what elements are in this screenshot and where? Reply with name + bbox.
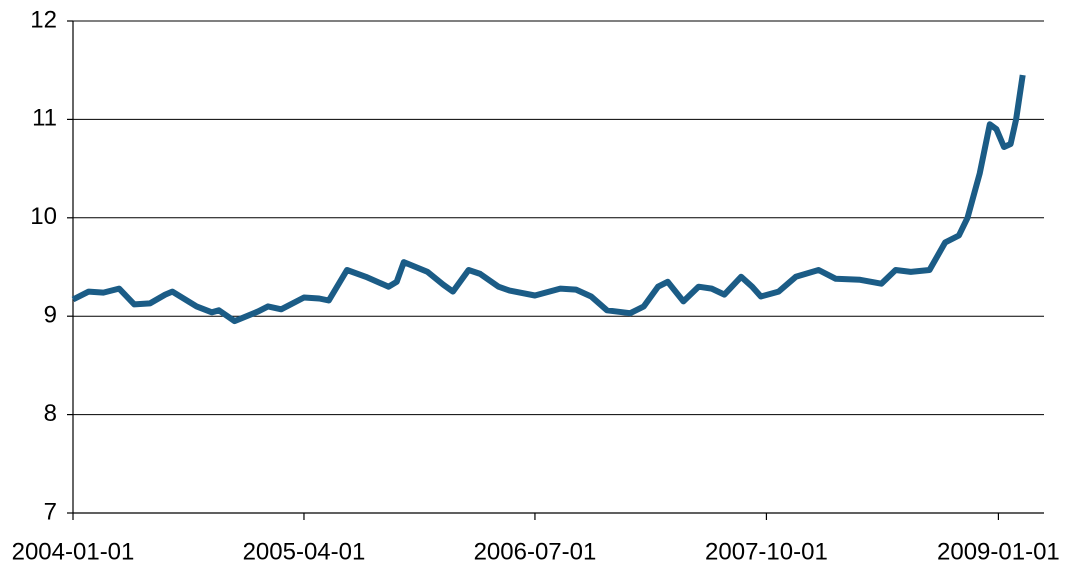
x-tick-label: 2007-10-01 bbox=[705, 538, 828, 565]
y-tick-label: 11 bbox=[32, 105, 57, 132]
y-tick-label: 7 bbox=[44, 498, 57, 525]
y-tick-label: 8 bbox=[44, 400, 57, 427]
x-tick-label: 2004-01-01 bbox=[12, 538, 135, 565]
y-tick-label: 9 bbox=[44, 302, 57, 329]
y-tick-label: 12 bbox=[30, 6, 57, 33]
data-line bbox=[71, 74, 1026, 325]
x-tick-label: 2009-01-01 bbox=[937, 538, 1060, 565]
x-tick-label: 2006-07-01 bbox=[474, 538, 597, 565]
y-tick-label: 10 bbox=[30, 203, 57, 230]
x-tick-label: 2005-04-01 bbox=[243, 538, 366, 565]
